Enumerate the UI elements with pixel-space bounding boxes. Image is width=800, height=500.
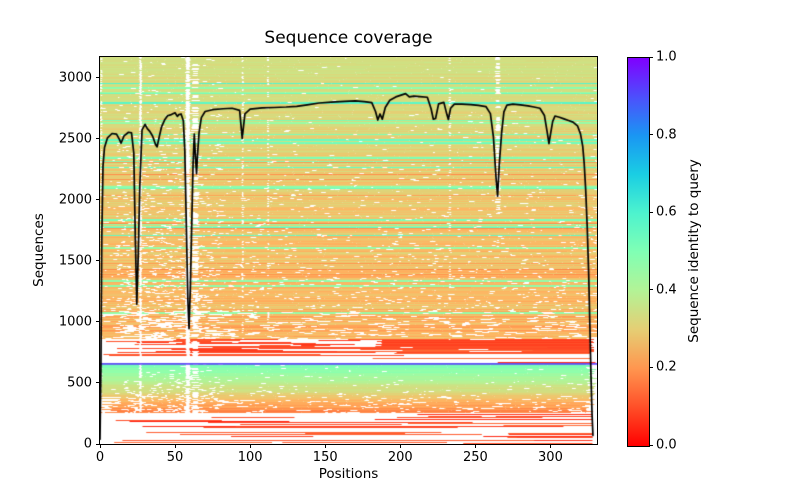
x-axis-label: Positions — [318, 466, 379, 482]
y-tick-mark — [96, 443, 100, 445]
plot-title: Sequence coverage — [264, 28, 433, 48]
y-axis-label: Sequences — [31, 213, 47, 287]
y-tick-mark — [96, 77, 100, 79]
x-tick-mark — [324, 444, 326, 448]
x-tick-mark — [99, 444, 101, 448]
colorbar-tick-mark — [649, 56, 653, 58]
colorbar-tick-label: 0.4 — [656, 282, 677, 298]
x-tick-mark — [174, 444, 176, 448]
x-tick-label: 300 — [538, 450, 563, 465]
y-tick-label: 2000 — [58, 192, 92, 208]
colorbar-tick-label: 0.2 — [656, 359, 677, 375]
msa-heatmap-canvas — [100, 57, 597, 444]
y-tick-mark — [96, 382, 100, 384]
colorbar-label: Sequence identity to query — [686, 159, 702, 343]
x-tick-mark — [474, 444, 476, 448]
y-tick-label: 1500 — [58, 253, 92, 269]
colorbar — [627, 57, 650, 447]
y-tick-label: 0 — [83, 436, 92, 452]
colorbar-tick-mark — [649, 366, 653, 368]
colorbar-tick-mark — [649, 289, 653, 291]
x-tick-mark — [249, 444, 251, 448]
colorbar-tick-label: 0.0 — [656, 437, 677, 453]
y-tick-mark — [96, 199, 100, 201]
colorbar-tick-mark — [649, 211, 653, 213]
x-tick-label: 0 — [95, 450, 105, 465]
colorbar-tick-label: 0.6 — [656, 204, 677, 220]
colorbar-tick-mark — [649, 444, 653, 446]
x-tick-label: 150 — [312, 450, 338, 465]
y-tick-label: 500 — [67, 375, 92, 391]
y-tick-label: 1000 — [58, 314, 92, 330]
colorbar-tick-label: 1.0 — [656, 49, 677, 65]
y-tick-mark — [96, 138, 100, 140]
x-tick-mark — [549, 444, 551, 448]
x-tick-label: 100 — [237, 450, 263, 465]
x-tick-mark — [399, 444, 401, 448]
colorbar-tick-mark — [649, 134, 653, 136]
y-tick-mark — [96, 260, 100, 262]
x-tick-label: 50 — [166, 450, 184, 465]
y-tick-label: 3000 — [58, 70, 92, 86]
y-tick-mark — [96, 321, 100, 323]
colorbar-tick-label: 0.8 — [656, 127, 677, 143]
x-tick-label: 200 — [387, 450, 413, 465]
y-tick-label: 2500 — [58, 131, 92, 147]
x-tick-label: 250 — [462, 450, 488, 465]
